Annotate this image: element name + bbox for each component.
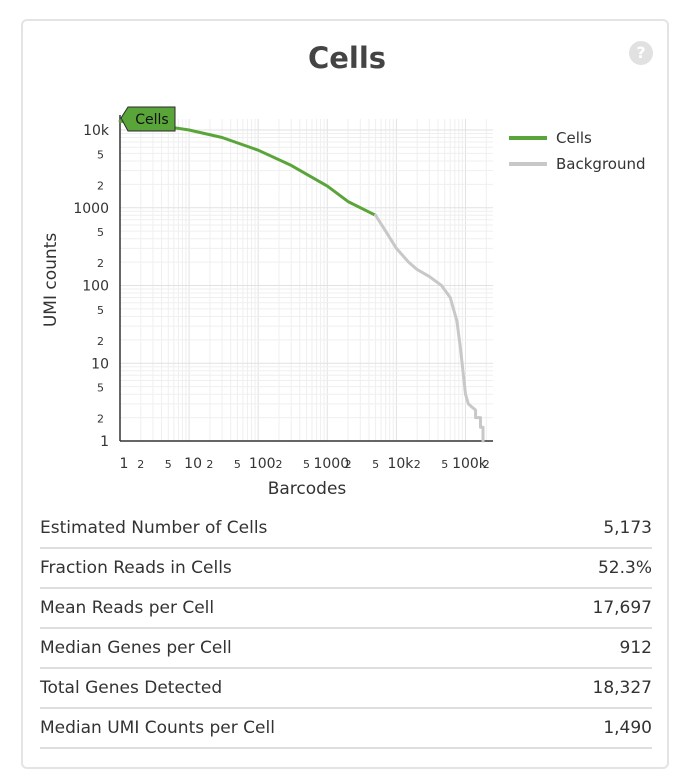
x-tick-label: 1 bbox=[120, 456, 129, 472]
y-tick-label: 1000 bbox=[73, 201, 109, 217]
metric-value: 912 bbox=[619, 638, 652, 658]
x-tick-label: 2 bbox=[414, 458, 421, 471]
chart-legend: Cells Background bbox=[509, 129, 646, 173]
y-tick-label: 5 bbox=[97, 382, 104, 395]
metric-label: Estimated Number of Cells bbox=[40, 518, 268, 538]
metric-label: Median Genes per Cell bbox=[40, 638, 232, 658]
metric-row: Fraction Reads in Cells 52.3% bbox=[40, 549, 652, 589]
metric-value: 18,327 bbox=[592, 678, 652, 698]
help-icon[interactable]: ? bbox=[629, 41, 653, 65]
metric-row: Total Genes Detected 18,327 bbox=[40, 669, 652, 709]
annotation-label: Cells bbox=[135, 112, 168, 128]
x-tick-label: 1000 bbox=[313, 456, 349, 472]
y-tick-label: 5 bbox=[97, 148, 104, 161]
x-tick-label: 5 bbox=[441, 458, 448, 471]
plot-axes bbox=[119, 115, 493, 442]
x-tick-label: 2 bbox=[137, 458, 144, 471]
y-tick-label: 10 bbox=[91, 356, 109, 372]
y-tick-label: 100 bbox=[82, 279, 109, 295]
metric-value: 52.3% bbox=[597, 558, 652, 578]
x-tick-label: 100 bbox=[249, 456, 276, 472]
y-tick-labels: 10k 5 2 1000 5 2 100 5 2 10 5 2 1 bbox=[73, 123, 110, 450]
metric-label: Mean Reads per Cell bbox=[40, 598, 215, 618]
x-tick-label: 10k bbox=[387, 456, 414, 472]
x-tick-label: 5 bbox=[234, 458, 241, 471]
y-tick-label: 10k bbox=[83, 123, 110, 139]
grid-lines bbox=[119, 119, 493, 442]
y-tick-label: 2 bbox=[97, 179, 104, 192]
legend-item: Background bbox=[509, 155, 646, 173]
y-axis-label: UMI counts bbox=[41, 233, 61, 327]
y-tick-label: 5 bbox=[97, 304, 104, 317]
metric-row: Median Genes per Cell 912 bbox=[40, 629, 652, 669]
y-tick-label: 1 bbox=[100, 434, 109, 450]
annotation-tag: Cells bbox=[120, 106, 176, 132]
annotations: Cells bbox=[120, 106, 176, 132]
metric-row: Median UMI Counts per Cell 1,490 bbox=[40, 709, 652, 749]
series-line-background bbox=[374, 213, 485, 443]
x-tick-label: 5 bbox=[303, 458, 310, 471]
x-tick-label: 2 bbox=[345, 458, 352, 471]
annotation-flag bbox=[120, 106, 176, 132]
x-tick-label: 5 bbox=[165, 458, 172, 471]
y-tick-label: 2 bbox=[97, 413, 104, 426]
x-tick-label: 2 bbox=[206, 458, 213, 471]
legend-label: Cells bbox=[556, 129, 592, 147]
metrics-table: Estimated Number of Cells 5,173 Fraction… bbox=[40, 509, 652, 749]
legend-label: Background bbox=[556, 155, 646, 173]
x-tick-label: 100k bbox=[452, 456, 488, 472]
metric-row: Mean Reads per Cell 17,697 bbox=[40, 589, 652, 629]
x-axis-label: Barcodes bbox=[268, 479, 347, 499]
metric-value: 5,173 bbox=[603, 518, 652, 538]
card-title: Cells bbox=[307, 41, 387, 75]
x-tick-label: 10 bbox=[184, 456, 202, 472]
y-tick-label: 2 bbox=[97, 257, 104, 270]
metric-row: Estimated Number of Cells 5,173 bbox=[40, 509, 652, 549]
legend-item: Cells bbox=[509, 129, 592, 147]
metric-label: Total Genes Detected bbox=[40, 678, 223, 698]
x-tick-label: 2 bbox=[276, 458, 283, 471]
x-tick-label: 2 bbox=[483, 458, 490, 471]
metric-label: Fraction Reads in Cells bbox=[40, 558, 232, 578]
y-tick-label: 2 bbox=[97, 335, 104, 348]
y-tick-label: 5 bbox=[97, 226, 104, 239]
x-tick-label: 5 bbox=[372, 458, 379, 471]
metric-value: 17,697 bbox=[592, 598, 652, 618]
metric-label: Median UMI Counts per Cell bbox=[40, 718, 275, 738]
metric-value: 1,490 bbox=[603, 718, 652, 738]
